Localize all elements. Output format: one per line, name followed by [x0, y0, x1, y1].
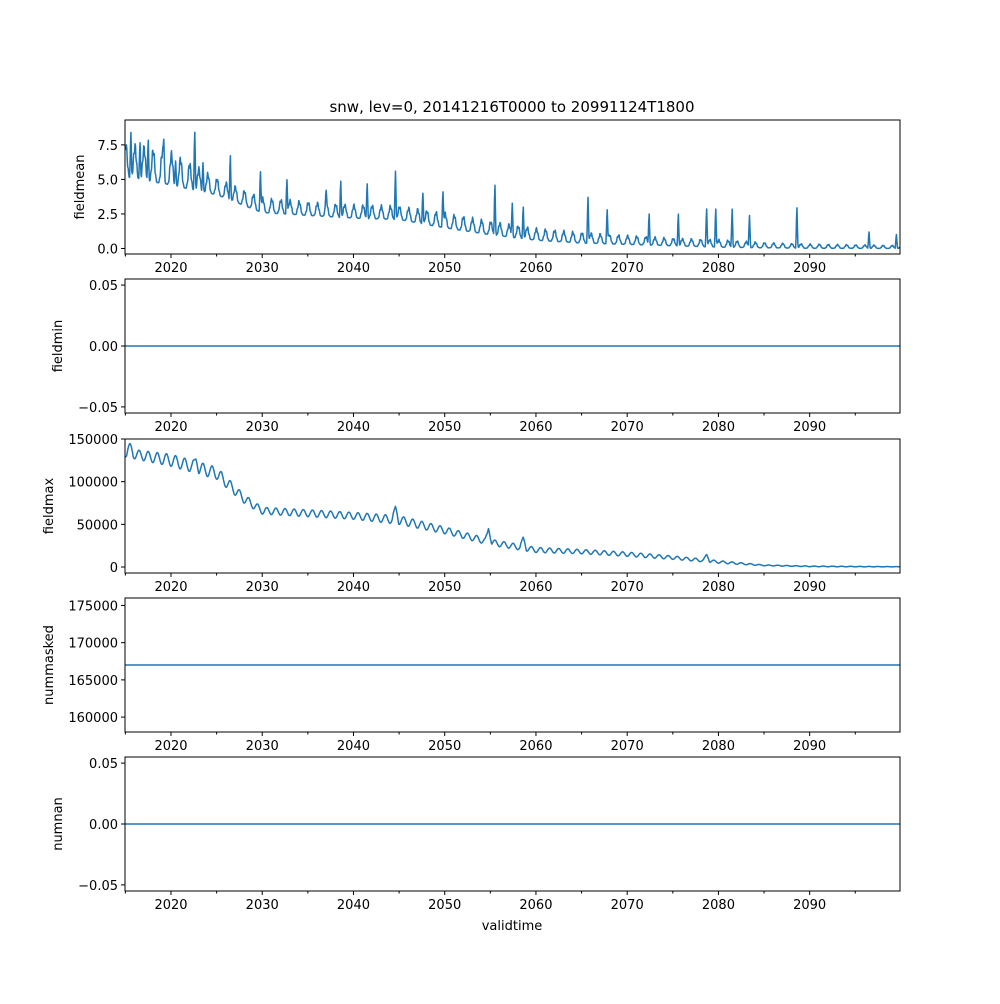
x-tick-label: 2090 — [793, 898, 826, 913]
panel-fieldmax: 2020 2030 2040 2050 2060 2070 2080 2090 0 50000 10… — [42, 433, 901, 595]
x-tick-label: 2020 — [154, 898, 187, 913]
x-tick-label: 2060 — [519, 261, 552, 276]
y-axis-label-fieldmax: fieldmax — [42, 478, 57, 535]
x-tick-label: 2070 — [611, 898, 644, 913]
x-tick-label: 2020 — [154, 261, 187, 276]
x-tick-label: 2060 — [519, 739, 552, 754]
x-tick-label: 2070 — [611, 580, 644, 595]
y-tick-label: 0.0 — [97, 242, 118, 257]
x-tick-label: 2090 — [793, 580, 826, 595]
series-line-fieldmean — [125, 131, 900, 250]
axes-frame-nummasked — [124, 597, 901, 733]
x-tick-label: 2040 — [337, 739, 370, 754]
x-tick-label: 2070 — [611, 420, 644, 435]
y-tick-label: −0.05 — [78, 879, 118, 894]
x-tick-label: 2070 — [611, 739, 644, 754]
y-tick-label: 2.5 — [97, 208, 118, 223]
x-tick-label: 2040 — [337, 898, 370, 913]
x-tick-label: 2050 — [428, 739, 461, 754]
x-tick-label: 2030 — [246, 420, 279, 435]
series-line-fieldmax — [125, 442, 900, 568]
y-tick-label: 100000 — [68, 476, 118, 491]
axes-frame-fieldmean — [124, 119, 901, 255]
x-tick-label: 2060 — [519, 420, 552, 435]
y-axis-label-fieldmin: fieldmin — [51, 320, 66, 373]
x-tick-label: 2020 — [154, 739, 187, 754]
y-axis-label-fieldmean: fieldmean — [73, 155, 88, 220]
x-tick-label: 2050 — [428, 420, 461, 435]
y-tick-label: 7.5 — [97, 139, 118, 154]
x-tick-label: 2030 — [246, 261, 279, 276]
x-tick-label: 2030 — [246, 898, 279, 913]
y-tick-label: 0 — [110, 561, 118, 576]
y-tick-label: 170000 — [68, 637, 118, 652]
panel-numnan: 2020 2030 2040 2050 2060 2070 2080 2090 −0.05 0.0… — [51, 756, 901, 913]
y-tick-label: 50000 — [77, 518, 118, 533]
x-tick-label: 2060 — [519, 580, 552, 595]
x-tick-label: 2030 — [246, 739, 279, 754]
panel-nummasked: 2020 2030 2040 2050 2060 2070 2080 2090 160000 16… — [42, 597, 901, 754]
panel-fieldmean: 2020 2030 2040 2050 2060 2070 2080 2090 0.0 2.5 5.… — [73, 119, 901, 276]
x-tick-label: 2040 — [337, 580, 370, 595]
x-tick-label: 2080 — [702, 420, 735, 435]
x-tick-label: 2020 — [154, 420, 187, 435]
y-tick-label: 0.00 — [89, 818, 118, 833]
x-tick-label: 2080 — [702, 261, 735, 276]
y-tick-label: 0.05 — [89, 279, 118, 294]
chart-title: snw, lev=0, 20141216T0000 to 20991124T18… — [329, 98, 694, 116]
x-tick-label: 2060 — [519, 898, 552, 913]
y-tick-label: 150000 — [68, 433, 118, 448]
x-tick-label: 2090 — [793, 739, 826, 754]
x-tick-label: 2080 — [702, 898, 735, 913]
x-tick-label: 2050 — [428, 898, 461, 913]
y-axis-label-numnan: numnan — [51, 797, 66, 851]
y-tick-label: 160000 — [68, 711, 118, 726]
x-tick-label: 2050 — [428, 580, 461, 595]
x-tick-label: 2080 — [702, 580, 735, 595]
y-tick-label: 175000 — [68, 599, 118, 614]
x-axis-label: validtime — [482, 919, 543, 934]
axes-frame-fieldmax — [124, 438, 901, 574]
x-tick-label: 2030 — [246, 580, 279, 595]
x-tick-label: 2050 — [428, 261, 461, 276]
x-tick-label: 2090 — [793, 261, 826, 276]
y-tick-label: −0.05 — [78, 401, 118, 416]
panel-fieldmin: 2020 2030 2040 2050 2060 2070 2080 2090 −0.05 0.0… — [51, 278, 901, 435]
y-tick-label: 0.05 — [89, 757, 118, 772]
x-tick-label: 2040 — [337, 420, 370, 435]
x-tick-label: 2080 — [702, 739, 735, 754]
x-tick-label: 2040 — [337, 261, 370, 276]
x-tick-label: 2090 — [793, 420, 826, 435]
y-tick-label: 5.0 — [97, 173, 118, 188]
x-tick-label: 2020 — [154, 580, 187, 595]
y-axis-label-nummasked: nummasked — [42, 625, 57, 705]
y-tick-label: 0.00 — [89, 340, 118, 355]
subplots: 2020 2030 2040 2050 2060 2070 2080 2090 0.0 2.5 5.… — [42, 119, 901, 913]
x-tick-label: 2070 — [611, 261, 644, 276]
y-tick-label: 165000 — [68, 674, 118, 689]
